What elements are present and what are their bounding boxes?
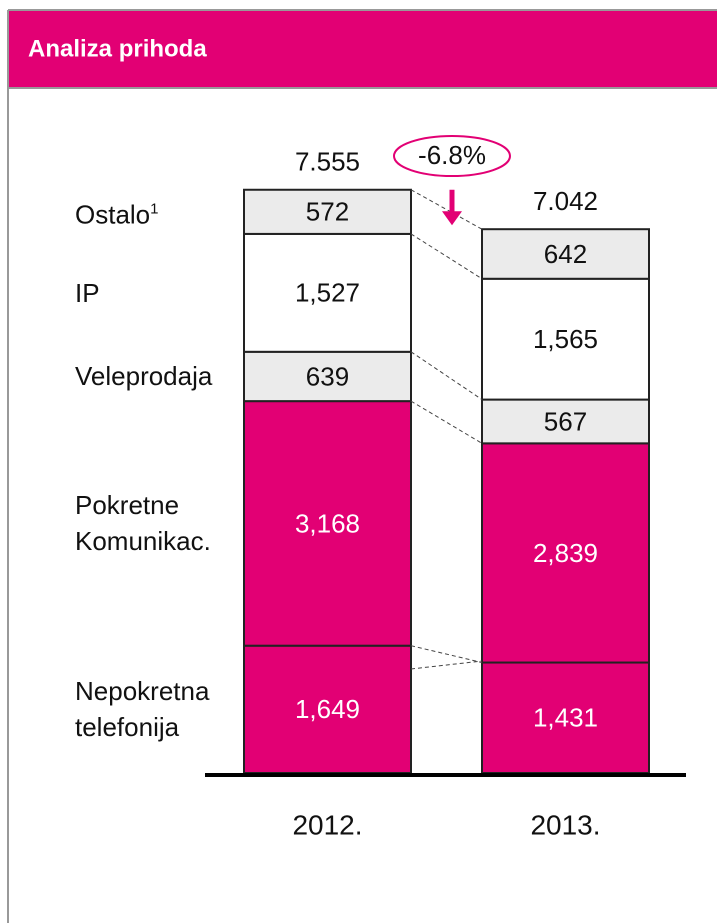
total-label: 7.555 <box>295 147 360 177</box>
bar-segment <box>481 398 650 445</box>
x-tick-label: 2012. <box>292 809 362 840</box>
connector <box>410 189 483 230</box>
connector <box>410 645 483 664</box>
change-arrowhead <box>442 211 462 226</box>
value-label: 567 <box>544 406 587 436</box>
header-band <box>8 10 717 88</box>
connector <box>410 351 483 400</box>
bar-segment <box>243 350 412 403</box>
value-label: 639 <box>306 361 349 391</box>
value-label: 572 <box>306 197 349 227</box>
series-label: Veleprodaja <box>75 358 235 394</box>
bar-segment <box>243 400 412 647</box>
footnote-marker: 1 <box>150 200 159 218</box>
series-name: Veleprodaja <box>75 361 213 392</box>
series-label: Pokretne Komunikac. <box>75 487 235 559</box>
value-label: 1,565 <box>533 324 598 354</box>
value-label: 1,649 <box>295 694 360 724</box>
chart-title: Analiza prihoda <box>28 35 207 62</box>
series-name: IP <box>75 277 100 308</box>
series-name: Pokretne Komunikac. <box>75 490 211 557</box>
connector <box>410 400 483 444</box>
value-label: 1,431 <box>533 703 598 733</box>
series-label: Nepokretna telefonija <box>75 673 235 745</box>
connector <box>410 233 483 280</box>
x-tick-label: 2013. <box>530 809 600 840</box>
series-name: Ostalo <box>75 199 151 230</box>
total-label: 7.042 <box>533 186 598 216</box>
bar-segment <box>481 228 650 280</box>
change-label: -6.8% <box>418 140 486 170</box>
value-label: 642 <box>544 239 587 269</box>
bar-segment <box>481 661 650 774</box>
value-label: 3,168 <box>295 508 360 538</box>
bar-segment <box>243 188 412 235</box>
bar-segment <box>481 277 650 401</box>
connector <box>410 660 483 670</box>
value-label: 1,527 <box>295 278 360 308</box>
bar-segment <box>481 442 650 664</box>
series-name: Nepokretna telefonija <box>75 676 210 743</box>
change-bubble <box>393 135 511 177</box>
value-label: 2,839 <box>533 538 598 568</box>
series-label: IP <box>75 275 235 311</box>
series-label: Ostalo1 <box>75 191 235 232</box>
